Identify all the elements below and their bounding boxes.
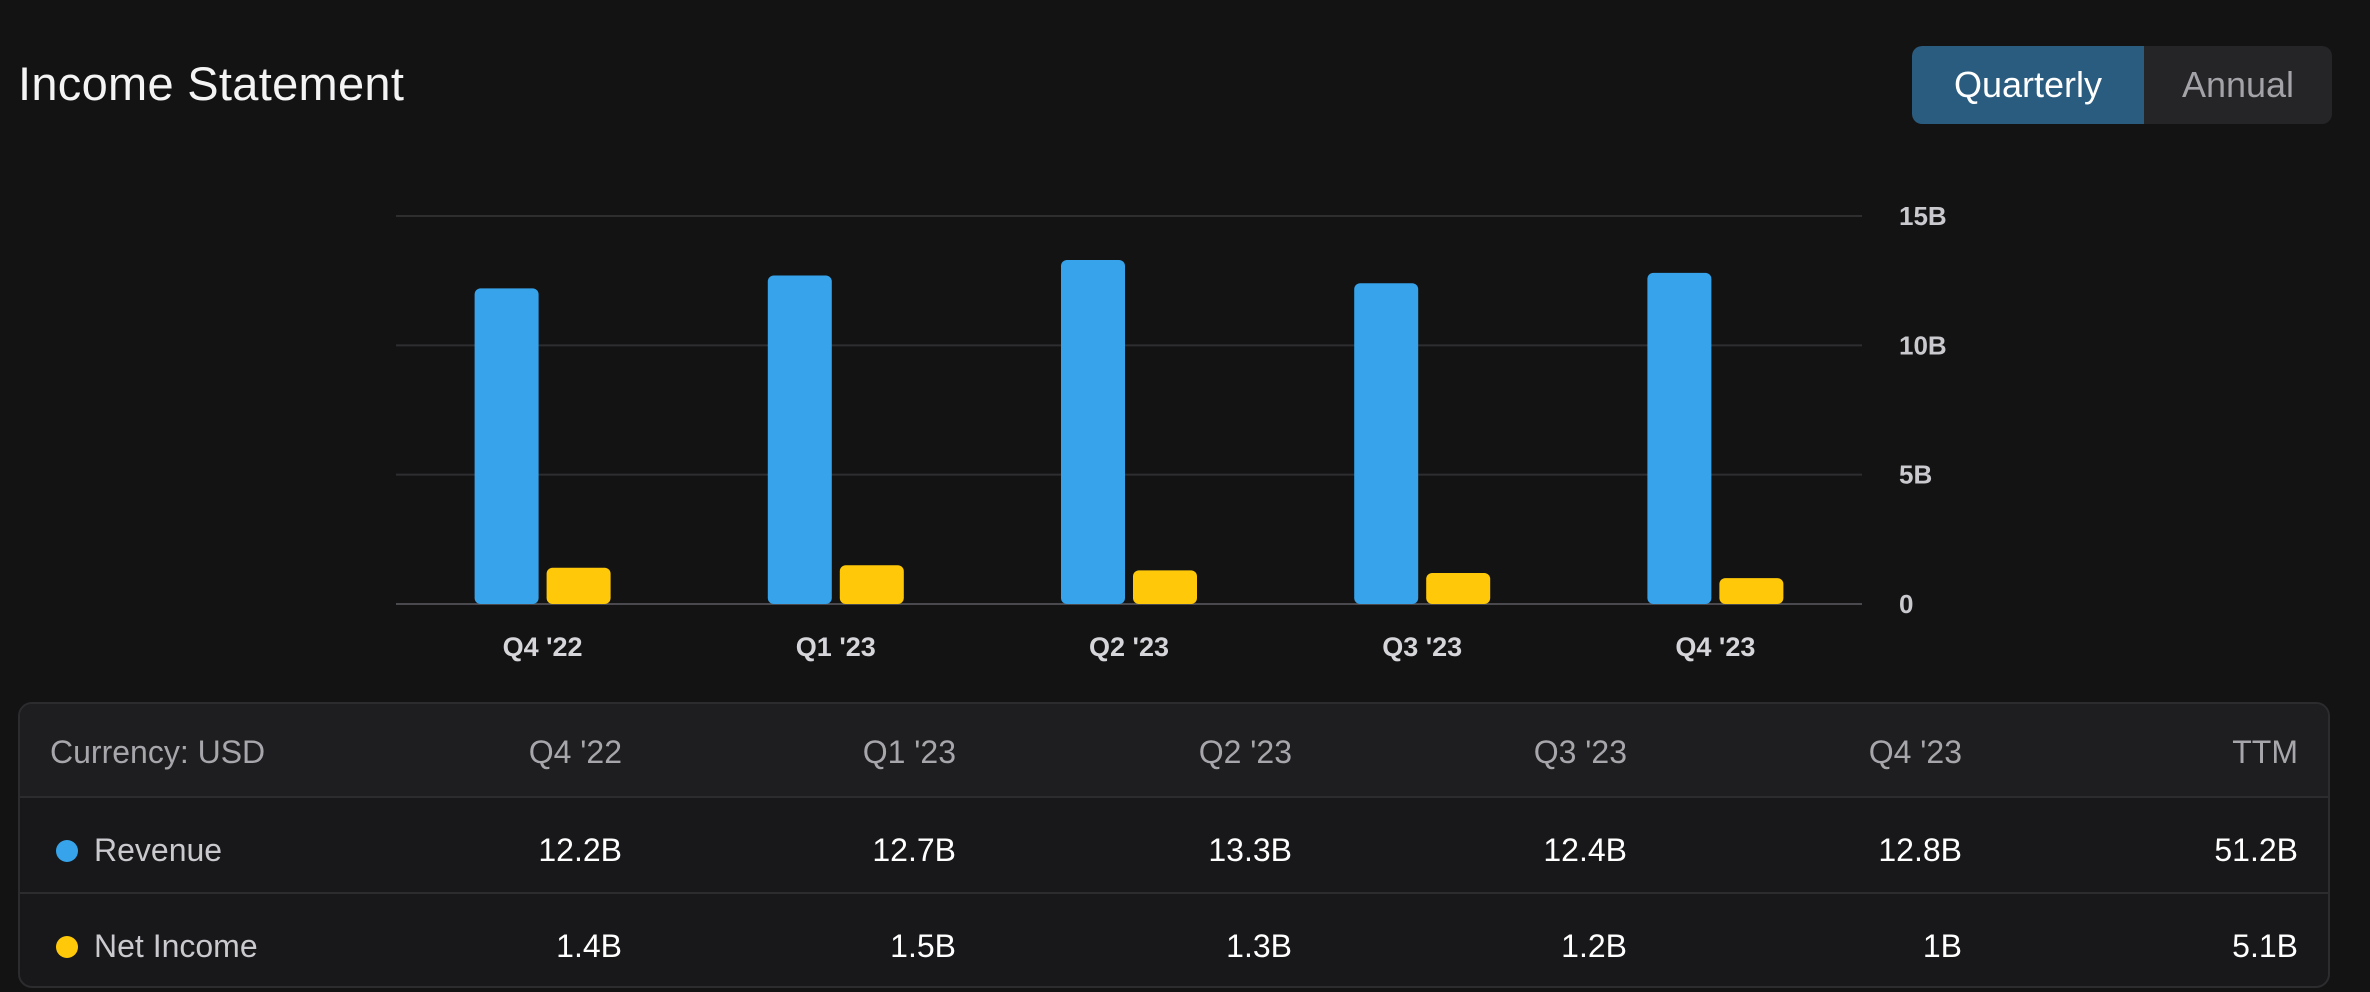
row-label: Revenue (94, 832, 223, 868)
table-header-row: Currency: USD Q4 '22 Q1 '23 Q2 '23 Q3 '2… (20, 704, 2328, 796)
y-tick-label: 15B (1899, 201, 1947, 231)
net-income-bar[interactable] (839, 565, 904, 604)
net-income-bar[interactable] (1719, 578, 1784, 604)
table-cell: 1.4B (556, 928, 622, 964)
table-cell: 12.4B (1543, 832, 1627, 868)
page-title: Income Statement (18, 57, 405, 110)
net-income-legend-dot (56, 936, 78, 958)
table-cell: 12.8B (1878, 832, 1962, 868)
revenue-legend-dot (56, 840, 78, 862)
revenue-bar[interactable] (1354, 283, 1419, 604)
table-row: Revenue 12.2B 12.7B 13.3B 12.4B 12.8B 51… (20, 796, 2328, 894)
x-tick-label: Q3 '23 (1382, 632, 1462, 662)
quarterly-toggle-button[interactable]: Quarterly (1912, 46, 2144, 124)
annual-toggle-button[interactable]: Annual (2181, 64, 2295, 105)
y-tick-label: 5B (1899, 460, 1932, 490)
table-cell: 12.7B (872, 832, 956, 868)
y-tick-label: 10B (1899, 330, 1947, 360)
table-cell: 1.3B (1226, 928, 1292, 964)
x-tick-label: Q2 '23 (1089, 632, 1169, 662)
table-cell: 5.1B (2232, 928, 2298, 964)
y-tick-label: 0 (1899, 589, 1913, 619)
row-label: Net Income (94, 928, 258, 964)
net-income-bar[interactable] (546, 567, 611, 604)
revenue-bar[interactable] (474, 288, 539, 604)
column-header: Q4 '22 (528, 734, 622, 770)
column-header: Q4 '23 (1868, 734, 1962, 770)
income-bar-chart: 15B 10B 5B 0 Q4 '22 Q1 '23 Q2 '23 Q3 '23 Q4 '23 (396, 201, 1947, 662)
column-header: Q2 '23 (1198, 734, 1292, 770)
period-toggle: Quarterly Annual (1912, 46, 2332, 124)
revenue-bar[interactable] (1647, 272, 1712, 604)
table-cell: 1.2B (1561, 928, 1627, 964)
x-tick-label: Q1 '23 (796, 632, 876, 662)
column-header: Q3 '23 (1533, 734, 1627, 770)
currency-label: Currency: USD (50, 734, 266, 770)
table-row: Net Income 1.4B 1.5B 1.3B 1.2B 1B 5.1B (20, 892, 2328, 986)
income-table: Currency: USD Q4 '22 Q1 '23 Q2 '23 Q3 '2… (18, 702, 2330, 988)
net-income-bar[interactable] (1133, 570, 1197, 604)
column-header: Q1 '23 (862, 734, 956, 770)
net-income-bar[interactable] (1426, 572, 1491, 604)
table-cell: 1.5B (890, 928, 956, 964)
table-cell: 51.2B (2214, 832, 2298, 868)
table-cell: 1B (1922, 928, 1962, 964)
table-cell: 13.3B (1208, 832, 1292, 868)
x-tick-label: Q4 '22 (503, 632, 583, 662)
column-header: TTM (2232, 734, 2298, 770)
revenue-bar[interactable] (1061, 259, 1125, 604)
x-tick-label: Q4 '23 (1675, 632, 1755, 662)
table-cell: 12.2B (538, 832, 622, 868)
revenue-bar[interactable] (767, 275, 832, 604)
